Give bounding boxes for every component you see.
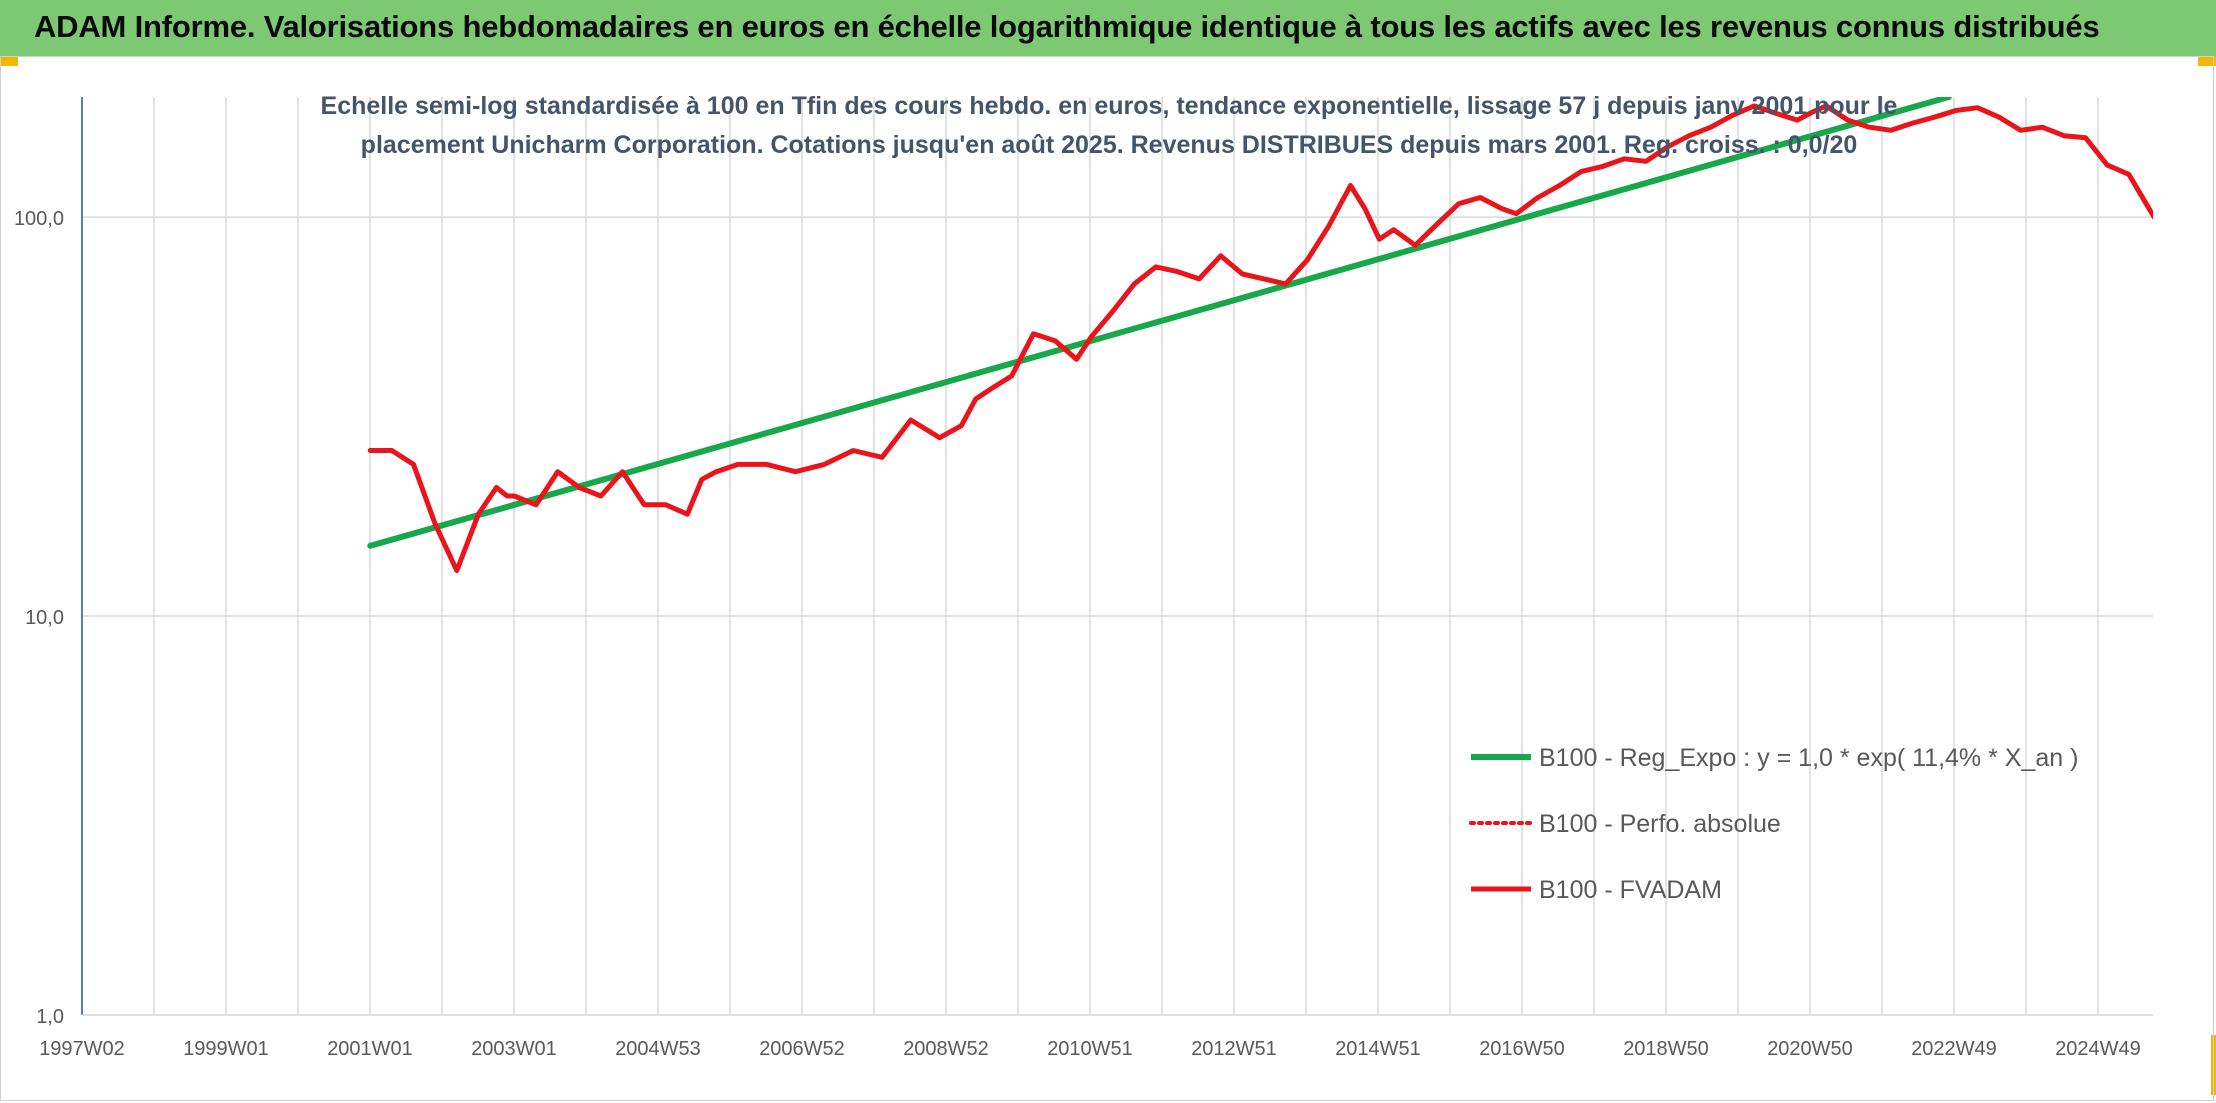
x-tick-label: 2006W52 xyxy=(759,1038,845,1060)
legend-label: B100 - Reg_Expo : y = 1,0 * exp( 11,4% *… xyxy=(1539,744,2078,772)
x-tick-label: 1999W01 xyxy=(183,1038,269,1060)
y-tick-label: 10,0 xyxy=(25,607,64,629)
log-line-chart: 1,0 10,0 100,0 1997W02 1999W01 2001W01 2003W01… xyxy=(14,92,2153,1060)
corner-marker-top-left xyxy=(0,56,18,66)
y-tick-label: 1,0 xyxy=(36,1006,64,1028)
x-tick-label: 2022W49 xyxy=(1911,1038,1997,1060)
x-tick-label: 2016W50 xyxy=(1479,1038,1565,1060)
axes: 1,0 10,0 100,0 1997W02 1999W01 2001W01 2003W01… xyxy=(14,97,2153,1060)
trend-line xyxy=(367,97,1952,549)
x-tick-label: 1997W02 xyxy=(39,1038,125,1060)
fvadam-line xyxy=(367,103,2153,574)
series xyxy=(367,97,2153,574)
x-tick-label: 2020W50 xyxy=(1767,1038,1853,1060)
y-tick-label: 100,0 xyxy=(14,208,64,230)
corner-marker-top-right xyxy=(2198,56,2216,66)
x-tick-label: 2008W52 xyxy=(903,1038,989,1060)
x-tick-label: 2003W01 xyxy=(471,1038,557,1060)
x-tick-label: 2024W49 xyxy=(2055,1038,2141,1060)
chart-text: Echelle semi-log standardisée à 100 en T… xyxy=(321,92,1898,159)
chart-subtitle-line-2: placement Unicharm Corporation. Cotation… xyxy=(361,131,1858,159)
legend-label: B100 - Perfo. absolue xyxy=(1539,810,1781,838)
x-tick-label: 2004W53 xyxy=(615,1038,701,1060)
report-title: ADAM Informe. Valorisations hebdomadaire… xyxy=(34,9,2100,44)
chart-area: 1,0 10,0 100,0 1997W02 1999W01 2001W01 2003W01… xyxy=(0,56,2214,1101)
x-tick-label: 2010W51 xyxy=(1047,1038,1133,1060)
legend: B100 - Reg_Expo : y = 1,0 * exp( 11,4% *… xyxy=(1469,744,2078,904)
grid xyxy=(82,97,2153,1016)
chart-subtitle-line-1: Echelle semi-log standardisée à 100 en T… xyxy=(321,92,1898,120)
x-tick-label: 2014W51 xyxy=(1335,1038,1421,1060)
legend-label: B100 - FVADAM xyxy=(1539,876,1722,904)
x-tick-label: 2001W01 xyxy=(327,1038,413,1060)
report-header: ADAM Informe. Valorisations hebdomadaire… xyxy=(0,0,2216,56)
x-tick-label: 2018W50 xyxy=(1623,1038,1709,1060)
x-tick-label: 2012W51 xyxy=(1191,1038,1277,1060)
